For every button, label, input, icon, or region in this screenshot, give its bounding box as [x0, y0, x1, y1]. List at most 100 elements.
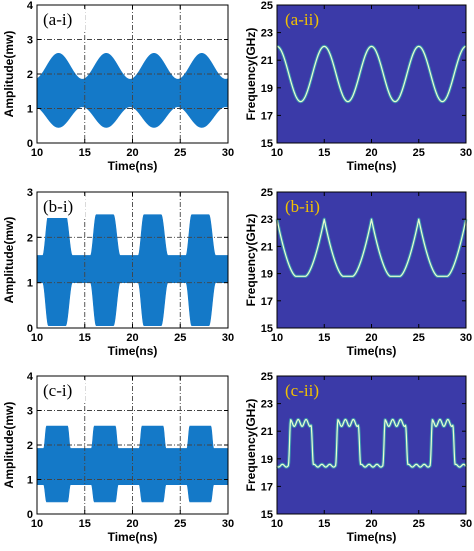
panel-label: (b-ii)	[285, 197, 320, 216]
x-tick-label: 10	[271, 332, 283, 344]
y-tick-label: 19	[261, 269, 273, 281]
panel-label: (c-ii)	[285, 381, 319, 400]
panel-label: (c-i)	[43, 381, 72, 400]
frequency-ridge	[276, 45, 467, 103]
x-tick-label: 15	[79, 332, 91, 344]
x-axis-label: Time(ns)	[108, 159, 158, 173]
y-tick-label: 21	[261, 241, 273, 253]
x-tick-label: 20	[126, 332, 138, 344]
panel-label-box	[39, 7, 85, 31]
y-axis-label: Frequency(GHz)	[244, 28, 258, 121]
x-tick-label: 30	[460, 332, 472, 344]
y-axis-label: Frequency(GHz)	[244, 399, 258, 492]
spectrogram-panel-c-ii: (c-ii)	[275, 375, 468, 515]
y-tick-label: 17	[261, 481, 273, 493]
x-tick-label: 30	[222, 332, 234, 344]
y-tick-label: 15	[261, 323, 273, 335]
x-tick-label: 15	[318, 518, 330, 530]
spectrogram-background	[277, 5, 466, 143]
tick-marks	[37, 192, 228, 328]
x-tick-label: 25	[174, 518, 186, 530]
tick-marks	[277, 376, 466, 514]
y-tick-label: 23	[261, 28, 273, 40]
y-tick-label: 25	[261, 0, 273, 12]
y-tick-label: 21	[261, 426, 273, 438]
y-tick-label: 17	[261, 110, 273, 122]
waveform-panel-c-i: (c-i)	[36, 375, 229, 515]
y-axis-label: Frequency(GHz)	[244, 214, 258, 307]
y-tick-label: 4	[27, 371, 34, 383]
x-tick-label: 15	[79, 147, 91, 159]
y-axis-label: Amplitude(mw)	[2, 31, 16, 118]
x-tick-label: 15	[318, 147, 330, 159]
y-tick-label: 2	[27, 69, 33, 81]
y-tick-label: 15	[261, 509, 273, 521]
y-tick-label: 17	[261, 296, 273, 308]
y-tick-label: 25	[261, 371, 273, 383]
y-tick-label: 25	[261, 187, 273, 199]
y-tick-label: 19	[261, 83, 273, 95]
tick-marks	[37, 376, 228, 514]
x-tick-label: 30	[222, 518, 234, 530]
y-tick-label: 2	[27, 440, 33, 452]
y-tick-label: 1	[27, 475, 33, 487]
x-axis-label: Time(ns)	[347, 344, 397, 358]
x-tick-label: 20	[365, 147, 377, 159]
panel-label: (a-i)	[43, 10, 72, 29]
frequency-ridge	[276, 218, 467, 277]
y-tick-label: 0	[27, 138, 33, 150]
spectrogram-background	[277, 192, 466, 328]
y-tick-label: 0	[27, 509, 33, 521]
x-tick-label: 30	[222, 147, 234, 159]
y-tick-label: 0	[27, 323, 33, 335]
y-tick-label: 3	[27, 406, 33, 418]
waveform-panel-a-i: (a-i)	[36, 4, 229, 144]
y-tick-label: 23	[261, 214, 273, 226]
x-axis-label: Time(ns)	[347, 159, 397, 173]
x-tick-label: 25	[174, 147, 186, 159]
panel-label-box	[39, 378, 85, 402]
y-tick-label: 19	[261, 454, 273, 466]
x-tick-label: 10	[271, 147, 283, 159]
x-axis-label: Time(ns)	[108, 530, 158, 544]
y-tick-label: 1	[27, 278, 33, 290]
panel-label: (b-i)	[43, 197, 73, 216]
tick-marks	[277, 5, 466, 143]
x-tick-label: 30	[460, 518, 472, 530]
frequency-ridge	[276, 418, 467, 468]
y-tick-label: 21	[261, 55, 273, 67]
x-tick-label: 25	[413, 332, 425, 344]
x-tick-label: 10	[31, 147, 43, 159]
x-tick-label: 10	[31, 332, 43, 344]
y-tick-label: 15	[261, 138, 273, 150]
y-tick-label: 3	[27, 35, 33, 47]
x-tick-label: 20	[365, 332, 377, 344]
x-tick-label: 15	[79, 518, 91, 530]
y-tick-label: 23	[261, 399, 273, 411]
spectrogram-panel-b-ii: (b-ii)	[275, 191, 468, 329]
x-tick-label: 25	[413, 518, 425, 530]
y-axis-label: Amplitude(mw)	[2, 402, 16, 489]
tick-marks	[37, 5, 228, 143]
x-tick-label: 15	[318, 332, 330, 344]
x-tick-label: 20	[126, 147, 138, 159]
x-tick-label: 10	[271, 518, 283, 530]
panel-label-box	[39, 194, 85, 218]
y-tick-label: 1	[27, 104, 33, 116]
panel-label: (a-ii)	[285, 10, 319, 29]
x-tick-label: 20	[126, 518, 138, 530]
y-tick-label: 2	[27, 232, 33, 244]
x-axis-label: Time(ns)	[347, 530, 397, 544]
waveform-panel-b-i: (b-i)	[36, 191, 229, 329]
x-tick-label: 30	[460, 147, 472, 159]
x-tick-label: 10	[31, 518, 43, 530]
spectrogram-background	[277, 376, 466, 514]
x-tick-label: 25	[174, 332, 186, 344]
x-tick-label: 25	[413, 147, 425, 159]
y-tick-label: 3	[27, 187, 33, 199]
y-axis-label: Amplitude(mw)	[2, 217, 16, 304]
tick-marks	[277, 192, 466, 328]
y-tick-label: 4	[27, 0, 34, 12]
x-tick-label: 20	[365, 518, 377, 530]
